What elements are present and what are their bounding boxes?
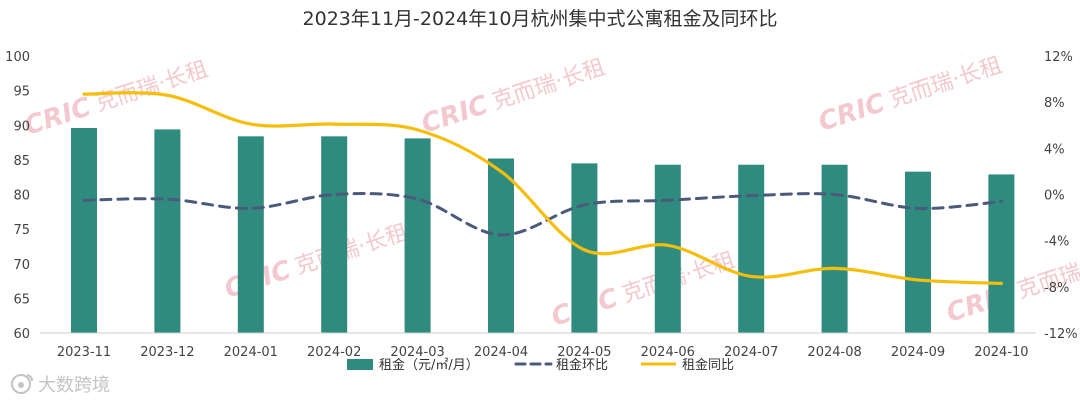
left-axis-tick-label: 75: [13, 223, 30, 238]
legend-item-rent[interactable]: 租金（元/㎡/月）: [347, 357, 479, 373]
x-axis-tick-label: 2023-11: [57, 345, 111, 360]
series-line-yoy[interactable]: [82, 91, 1003, 285]
source-logo-text: 大数跨境: [38, 375, 110, 396]
series-line-mom[interactable]: [82, 192, 1003, 237]
bar[interactable]: [404, 138, 431, 333]
bar[interactable]: [738, 164, 765, 333]
watermark-brand: CRIC: [815, 88, 889, 138]
left-axis-tick-label: 100: [5, 50, 30, 65]
bar[interactable]: [488, 158, 514, 333]
weibo-icon: [11, 374, 33, 394]
x-axis-tick-label: 2023-12: [140, 345, 194, 360]
bar[interactable]: [237, 136, 264, 333]
left-axis-tick-label: 85: [13, 154, 30, 169]
x-axis-tick-label: 2024-08: [807, 345, 861, 360]
left-axis-tick-label: 70: [13, 258, 30, 273]
x-axis-tick-label: 2024-07: [724, 345, 778, 360]
legend-label-mom: 租金环比: [556, 357, 608, 373]
x-axis-tick-label: 2024-05: [557, 345, 611, 360]
line-series: [82, 91, 1003, 285]
right-axis-tick-label: 0%: [1044, 189, 1065, 204]
x-axis-tick-label: 2024-03: [390, 345, 444, 360]
right-axis-tick-label: -12%: [1044, 327, 1078, 342]
bar[interactable]: [988, 174, 1015, 333]
legend-label-rent: 租金（元/㎡/月）: [379, 357, 479, 373]
right-axis: -12% -8% -4% 0% 4% 8% 12%: [1044, 50, 1078, 342]
right-axis-tick-label: 12%: [1044, 50, 1073, 65]
left-axis-tick-label: 90: [13, 119, 30, 134]
bar[interactable]: [154, 129, 181, 333]
right-axis-tick-label: 4%: [1044, 142, 1065, 157]
right-axis-tick-label: -4%: [1044, 235, 1069, 250]
bar[interactable]: [321, 136, 348, 333]
bar-series: [71, 128, 1015, 333]
chart-title: 2023年11月-2024年10月杭州集中式公寓租金及同环比: [303, 8, 778, 30]
bar[interactable]: [821, 164, 848, 333]
watermark-text: 克而瑞·长租: [92, 57, 211, 117]
bar[interactable]: [905, 171, 931, 333]
watermark-text: 克而瑞·长租: [489, 55, 608, 115]
x-axis-tick-label: 2024-02: [307, 345, 361, 360]
legend-swatch-rent: [347, 359, 373, 370]
x-axis-tick-label: 2024-10: [974, 345, 1028, 360]
x-axis: 2023-11 2023-12 2024-01 2024-02 2024-03 2024-…: [57, 345, 1029, 360]
left-axis-tick-label: 65: [13, 292, 30, 307]
watermark-text: 克而瑞·长租: [292, 220, 411, 280]
x-axis-tick-label: 2024-06: [641, 345, 695, 360]
legend-item-mom[interactable]: 租金环比: [514, 357, 608, 373]
right-axis-tick-label: 8%: [1044, 96, 1065, 111]
legend-label-yoy: 租金同比: [682, 357, 734, 373]
legend: 租金（元/㎡/月） 租金环比 租金同比: [347, 357, 734, 373]
x-axis-tick-label: 2024-04: [474, 345, 528, 360]
bar[interactable]: [71, 128, 97, 333]
left-axis-tick-label: 60: [13, 327, 30, 342]
left-axis: 60 65 70 75 80 85 90 95 100: [5, 50, 30, 342]
right-axis-tick-label: -8%: [1044, 281, 1069, 296]
x-axis-tick-label: 2024-09: [891, 345, 945, 360]
x-axis-tick-label: 2024-01: [224, 345, 278, 360]
left-axis-tick-label: 80: [13, 189, 30, 204]
left-axis-tick-label: 95: [13, 85, 30, 100]
watermark-text: 克而瑞·长租: [886, 53, 1005, 113]
source-logo: 大数跨境: [11, 374, 110, 396]
legend-item-yoy[interactable]: 租金同比: [641, 357, 734, 373]
